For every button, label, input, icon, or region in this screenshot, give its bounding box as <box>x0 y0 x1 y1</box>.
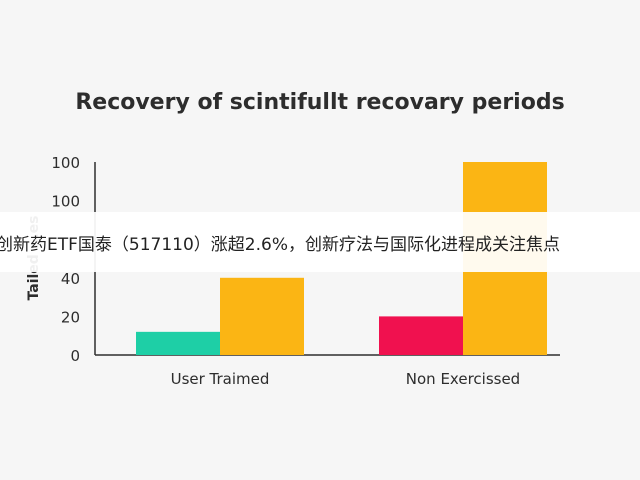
y-tick-label: 100 <box>51 193 80 211</box>
x-tick-label: User Traimed <box>171 370 270 388</box>
bar-a-0 <box>136 331 220 355</box>
y-tick-label: 100 <box>51 154 80 172</box>
bar-a-1 <box>379 316 463 355</box>
y-tick-label: 20 <box>61 308 80 326</box>
x-tick-label: Non Exercissed <box>406 370 520 388</box>
news-banner[interactable]: 创新药ETF国泰（517110）涨超2.6%，创新疗法与国际化进程成关注焦点 <box>0 212 640 272</box>
y-tick-label: 0 <box>70 347 80 365</box>
bar-b-0 <box>220 277 304 355</box>
chart-title: Recovery of scintifullt recovary periods <box>75 90 565 115</box>
y-tick-label: 40 <box>61 270 80 288</box>
news-banner-text[interactable]: 创新药ETF国泰（517110）涨超2.6%，创新疗法与国际化进程成关注焦点 <box>0 234 560 255</box>
